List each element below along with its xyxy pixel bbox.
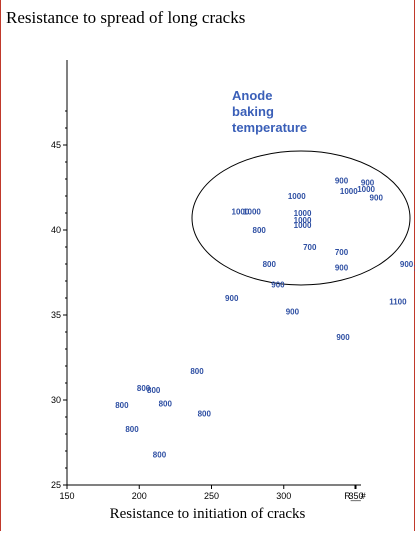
data-point: 700	[335, 248, 349, 257]
data-point: 900	[370, 194, 384, 203]
annotation-line: baking	[232, 104, 274, 119]
data-point: 800	[198, 410, 212, 419]
y-tick-label: 30	[51, 395, 61, 405]
data-point: 1000	[294, 221, 312, 230]
x-tick-label: R__#	[344, 491, 366, 501]
data-point: 900	[335, 177, 349, 186]
data-point: 900	[271, 280, 285, 289]
data-point: 1000	[294, 209, 312, 218]
x-tick-label: 200	[132, 491, 147, 501]
data-point: 1000	[357, 185, 375, 194]
data-point: 800	[125, 425, 139, 434]
x-tick-label: 300	[276, 491, 291, 501]
data-point: 1100	[414, 263, 415, 272]
axes	[66, 60, 361, 486]
data-point: 800	[115, 401, 129, 410]
data-point: 800	[253, 226, 267, 235]
data-point: 900	[336, 333, 350, 342]
data-point: 1000	[288, 192, 306, 201]
data-point: 800	[263, 260, 277, 269]
x-tick-label: 250	[204, 491, 219, 501]
x-axis-label: Resistance to initiation of cracks	[109, 506, 306, 522]
data-point: 900	[400, 260, 414, 269]
y-tick-label: 45	[51, 140, 61, 150]
data-point: 900	[286, 308, 300, 317]
data-point: 700	[303, 243, 317, 252]
data-point: 1000	[294, 216, 312, 225]
data-point: 900	[361, 178, 375, 187]
highlight-ellipse	[191, 150, 411, 286]
x-tick-label: 350	[348, 491, 363, 501]
data-point: 900	[225, 294, 239, 303]
data-point: 800	[153, 450, 167, 459]
y-tick-label: 35	[51, 310, 61, 320]
data-point: 800	[190, 367, 204, 376]
chart-title: Resistance to spread of long cracks	[6, 8, 246, 27]
data-point: 1100	[389, 297, 407, 306]
data-point: 1000	[232, 207, 250, 216]
y-tick-label: 25	[51, 480, 61, 490]
data-point: 800	[159, 399, 173, 408]
x-tick-label: 150	[59, 491, 74, 501]
data-point: 900	[335, 263, 349, 272]
data-point: 800	[137, 384, 151, 393]
y-tick-label: 40	[51, 225, 61, 235]
data-point: 800	[147, 386, 161, 395]
annotation-line: temperature	[232, 120, 307, 135]
annotation-line: Anode	[232, 88, 272, 103]
data-point: 1000	[243, 207, 261, 216]
data-point: 1000	[340, 187, 358, 196]
